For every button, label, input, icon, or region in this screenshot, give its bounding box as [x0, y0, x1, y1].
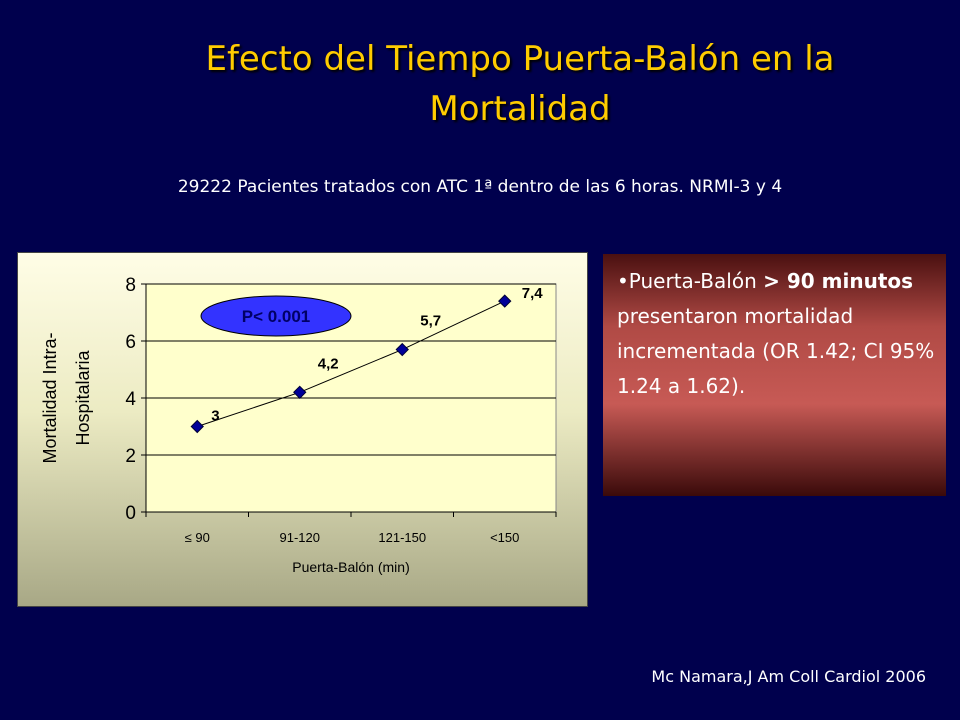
data-label: 4,2 — [318, 355, 339, 372]
title-line-2: Mortalidad — [429, 89, 611, 129]
x-tick-label: ≤ 90 — [185, 530, 210, 545]
y-tick-label: 8 — [125, 275, 136, 296]
slide-subtitle: 29222 Pacientes tratados con ATC 1ª dent… — [177, 177, 783, 197]
y-tick-label: 6 — [125, 332, 136, 353]
x-tick-label: <150 — [490, 530, 519, 545]
title-line-1: Efecto del Tiempo Puerta-Balón en la — [205, 39, 835, 79]
callout-box: •Puerta-Balón > 90 minutos presentaron m… — [603, 254, 946, 496]
y-tick-label: 0 — [125, 503, 136, 524]
data-label: 5,7 — [420, 313, 441, 330]
y-tick-label: 2 — [125, 446, 136, 467]
callout-text-before: Puerta-Balón — [628, 269, 764, 293]
data-label: 3 — [211, 408, 219, 425]
callout-text-after: presentaron mortalidad incrementada (OR … — [617, 304, 935, 398]
y-axis-title-line-2: Hospitalaria — [73, 349, 93, 445]
x-axis-title: Puerta-Balón (min) — [292, 559, 410, 575]
mortality-chart: 0 2 4 6 8 ≤ 90 91-120 121-150 <150 3 4,2 5,7 7,4 P< 0… — [40, 275, 557, 575]
data-point — [498, 294, 512, 308]
x-tick-label: 91-120 — [280, 530, 320, 545]
chart-panel: 0 2 4 6 8 ≤ 90 91-120 121-150 <150 3 4,2 5,7 7,4 P< 0… — [17, 252, 588, 607]
data-label: 7,4 — [522, 285, 544, 302]
slide-title: Efecto del Tiempo Puerta-Balón en la Mor… — [120, 34, 920, 134]
callout-text-bold: > 90 minutos — [763, 269, 914, 293]
p-value-ellipse — [200, 295, 352, 337]
y-axis-title-line-1: Mortalidad Intra- — [40, 332, 60, 463]
data-point — [293, 385, 307, 400]
data-point — [395, 342, 409, 357]
x-tick-label: 121-150 — [378, 530, 426, 545]
citation: Mc Namara,J Am Coll Cardiol 2006 — [651, 667, 926, 686]
series-line — [197, 300, 505, 427]
y-tick-label: 4 — [125, 389, 136, 410]
data-point — [190, 419, 204, 434]
p-value-annotation: P< 0.001 — [242, 307, 311, 326]
callout-bullet: • — [617, 269, 629, 293]
